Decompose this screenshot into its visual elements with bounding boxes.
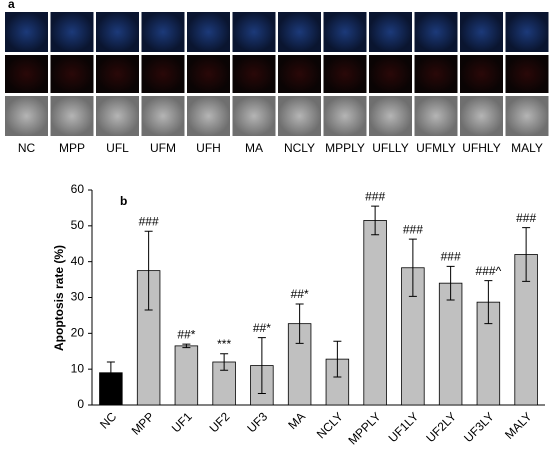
image-label: UFLLY: [372, 141, 408, 155]
micrograph: [323, 55, 367, 93]
error-bar: [220, 353, 229, 371]
micrograph: [460, 55, 503, 93]
x-tick-label: MPP: [129, 409, 157, 437]
significance-label: ***: [217, 337, 231, 351]
micrograph: [232, 96, 276, 136]
panel-a-label: a: [8, 0, 15, 11]
micrograph: [96, 55, 139, 93]
micrograph: [50, 12, 94, 52]
image-label: UFL: [106, 141, 129, 155]
micrograph: [369, 55, 412, 93]
image-label: MPPLY: [325, 141, 365, 155]
error-bar: [446, 265, 455, 301]
micrograph: [141, 55, 185, 93]
error-bar: [371, 205, 380, 236]
micrograph: [96, 96, 139, 136]
image-label: UFHLY: [462, 141, 500, 155]
bar: [363, 220, 387, 406]
image-label: MA: [245, 141, 263, 155]
bar: [438, 282, 463, 406]
significance-label: ###: [365, 189, 385, 203]
micrograph: [278, 55, 321, 93]
image-label: NCLY: [284, 141, 315, 155]
image-label: MPP: [59, 141, 85, 155]
y-tick-label: 10: [71, 361, 85, 375]
x-tick-label: MA: [285, 409, 308, 432]
micrograph: [96, 12, 139, 52]
micrograph: [187, 96, 230, 136]
error-bar: [257, 337, 266, 395]
error-bar: [182, 343, 191, 349]
significance-label: ##*: [291, 287, 309, 301]
y-axis-label: Apoptosis rate (%): [52, 245, 66, 351]
significance-label: ###^: [476, 264, 502, 278]
micrograph: [141, 96, 185, 136]
micrograph: [369, 12, 412, 52]
error-bar: [144, 230, 153, 311]
significance-label: ##*: [177, 327, 195, 341]
micrograph: [505, 55, 549, 93]
image-label: UFM: [150, 141, 176, 155]
y-tick-label: 60: [71, 182, 85, 196]
image-label: NC: [18, 141, 36, 155]
micrograph: [187, 55, 230, 93]
micrograph: [505, 12, 549, 52]
micrograph: [50, 55, 94, 93]
error-bar: [408, 238, 417, 297]
x-tick-label: UF2: [207, 409, 233, 435]
y-tick-label: 50: [71, 218, 85, 232]
micrograph: [232, 55, 276, 93]
significance-label: ##*: [253, 321, 271, 335]
bar: [174, 345, 199, 406]
micrograph: [187, 12, 230, 52]
micrograph: [5, 55, 48, 93]
y-tick-label: 0: [77, 397, 84, 411]
x-tick-label: UF3LY: [461, 409, 497, 445]
significance-label: ###: [441, 249, 461, 263]
micrograph: [505, 96, 549, 136]
micrograph: [278, 12, 321, 52]
image-label: UFH: [196, 141, 221, 155]
micrograph: [278, 96, 321, 136]
micrograph: [50, 96, 94, 136]
error-bar: [106, 361, 115, 384]
x-tick-label: UF3: [244, 409, 270, 435]
micrograph: [323, 96, 367, 136]
error-bar: [295, 303, 304, 344]
panel-b-label: b: [120, 194, 127, 208]
y-tick-label: 30: [71, 290, 85, 304]
micrograph: [323, 12, 367, 52]
x-tick-label: UF1: [169, 409, 195, 435]
error-bar: [484, 280, 493, 325]
significance-label: ###: [516, 211, 536, 225]
micrograph: [460, 96, 503, 136]
image-label: MALY: [511, 141, 543, 155]
significance-label: ###: [403, 222, 423, 236]
x-tick-label: NC: [97, 409, 119, 431]
x-tick-label: UF1LY: [386, 409, 422, 445]
micrograph: [369, 96, 412, 136]
y-tick-label: 20: [71, 326, 85, 340]
x-tick-label: MPPLY: [345, 409, 383, 447]
micrograph: [232, 12, 276, 52]
micrograph: [414, 12, 458, 52]
micrograph: [5, 12, 48, 52]
micrograph: [460, 12, 503, 52]
x-tick-label: NCLY: [314, 409, 346, 441]
error-bar: [522, 227, 531, 282]
significance-label: ###: [139, 214, 159, 228]
micrograph: [5, 96, 48, 136]
x-tick-label: MALY: [502, 409, 534, 441]
micrograph: [141, 12, 185, 52]
error-bar: [333, 340, 342, 378]
y-tick-label: 40: [71, 254, 85, 268]
micrograph: [414, 55, 458, 93]
x-tick-label: UF2LY: [423, 409, 459, 445]
image-label: UFMLY: [416, 141, 456, 155]
micrograph: [414, 96, 458, 136]
